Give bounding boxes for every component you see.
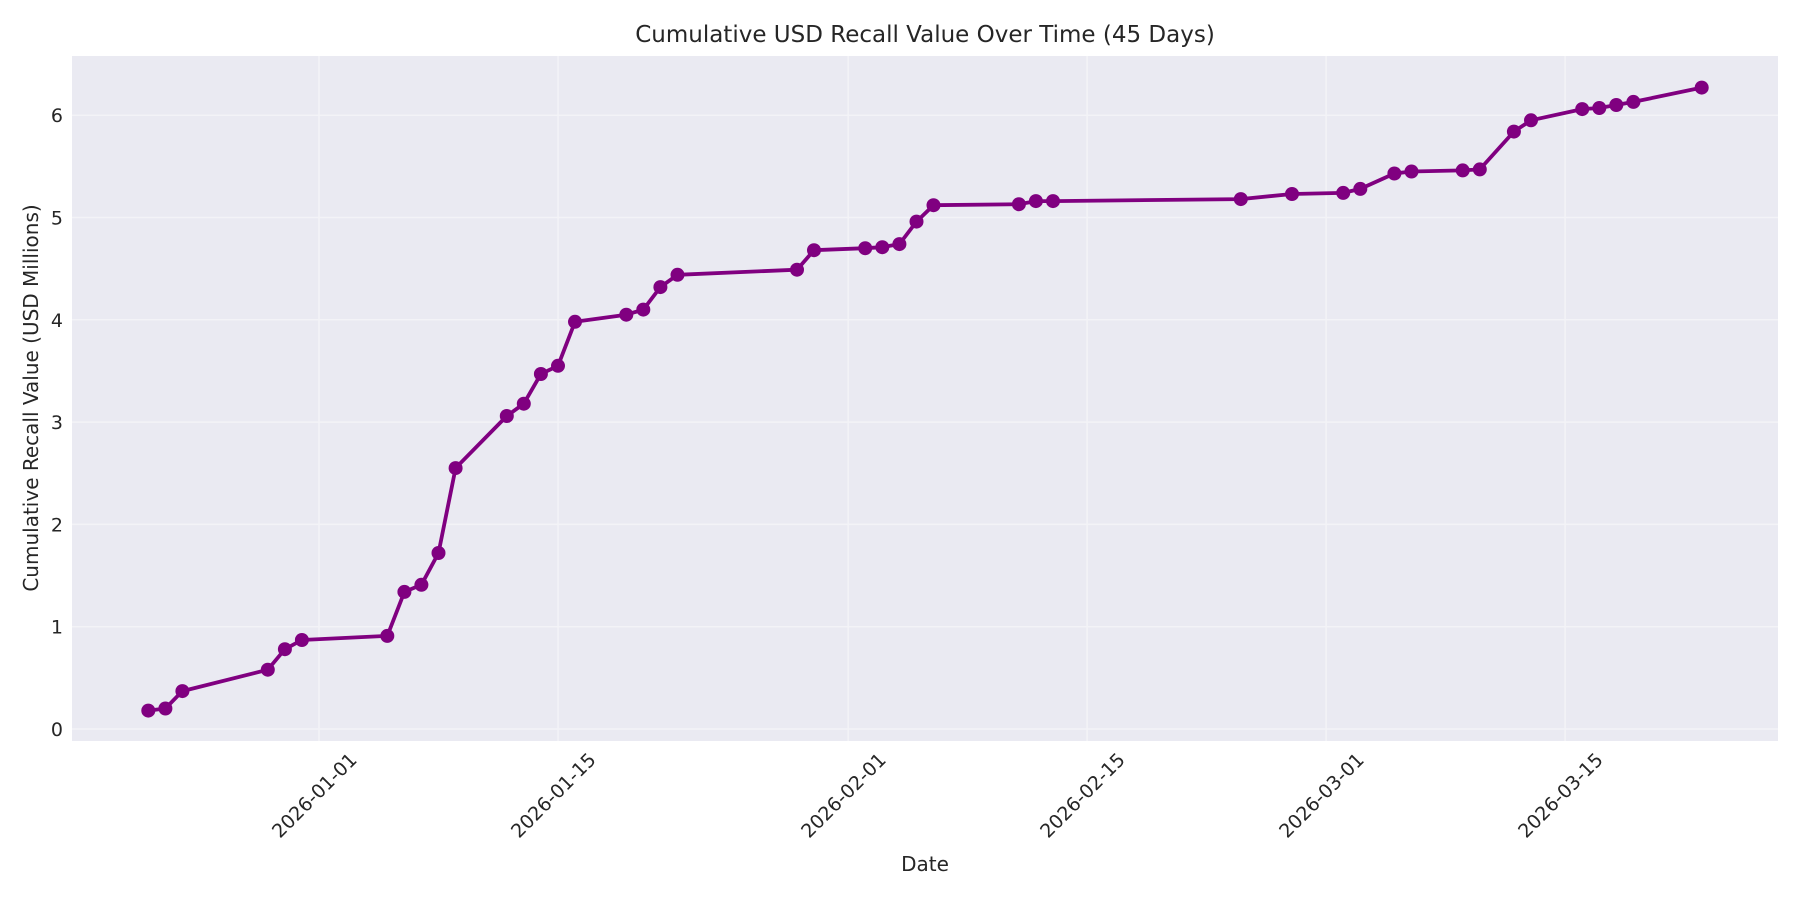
data-point-marker <box>499 409 514 423</box>
data-point-marker <box>1592 101 1607 115</box>
data-point-marker <box>380 628 395 643</box>
data-point-marker <box>636 302 651 317</box>
data-point-marker <box>260 662 275 677</box>
data-point-marker <box>1233 192 1248 207</box>
data-point-marker <box>414 577 429 592</box>
y-tick-label: 6 <box>51 105 63 127</box>
data-point-marker <box>1011 197 1026 212</box>
data-point-marker <box>1404 164 1419 179</box>
x-tick-label: 2026-02-01 <box>797 749 891 843</box>
data-point-marker <box>397 584 412 599</box>
y-tick-label: 2 <box>51 514 63 536</box>
y-tick-label: 5 <box>51 208 63 230</box>
data-point-marker <box>875 240 890 255</box>
y-tick-label: 1 <box>51 617 63 639</box>
x-tick-label: 2026-01-01 <box>268 749 362 843</box>
grid-lines <box>72 56 1778 741</box>
data-point-marker <box>158 701 173 716</box>
data-point-marker <box>1575 102 1590 117</box>
data-point-marker <box>1472 162 1487 177</box>
data-point-marker <box>653 280 668 295</box>
x-tick-label: 2026-01-15 <box>507 749 601 843</box>
x-tick-label: 2026-03-15 <box>1514 749 1608 843</box>
data-point-marker <box>1028 194 1043 209</box>
y-tick-label: 4 <box>51 310 63 332</box>
data-point-marker <box>516 396 531 411</box>
data-point-marker <box>1285 187 1299 201</box>
data-point-marker <box>568 314 582 329</box>
x-axis-ticks: 2026-01-01 2026-01-15 2026-02-01 2026-02-15… <box>268 749 1608 843</box>
data-point-marker <box>1609 98 1624 112</box>
data-point-marker <box>448 461 463 476</box>
data-point-marker <box>670 267 685 282</box>
data-point-marker <box>1694 80 1709 95</box>
data-point-marker <box>926 198 941 213</box>
data-point-marker <box>790 262 804 277</box>
data-point-marker <box>533 367 548 381</box>
data-series <box>141 80 1709 718</box>
data-point-marker <box>277 642 292 657</box>
chart-title: Cumulative USD Recall Value Over Time (4… <box>635 22 1215 48</box>
data-point-marker <box>294 633 309 647</box>
data-point-marker <box>175 684 190 699</box>
x-tick-label: 2026-02-15 <box>1036 749 1130 843</box>
y-axis-label: Cumulative Recall Value (USD Millions) <box>19 204 43 591</box>
data-point-marker <box>909 214 924 229</box>
data-point-marker <box>619 307 634 322</box>
data-point-marker <box>1353 181 1368 196</box>
data-point-marker <box>1387 166 1402 181</box>
data-point-marker <box>1046 194 1060 209</box>
data-point-marker <box>431 546 446 560</box>
x-axis-label: Date <box>901 852 949 876</box>
data-point-marker <box>807 243 821 258</box>
data-point-marker <box>1626 94 1641 109</box>
data-point-marker <box>1455 163 1470 178</box>
data-point-marker <box>1524 113 1538 128</box>
y-tick-label: 3 <box>51 412 63 434</box>
x-tick-label: 2026-03-01 <box>1275 749 1369 843</box>
data-point-marker <box>1336 185 1351 200</box>
y-axis-ticks: 0 1 2 3 4 5 6 <box>51 105 63 741</box>
data-point-marker <box>141 703 156 718</box>
y-tick-label: 0 <box>51 719 63 741</box>
data-point-marker <box>892 237 907 252</box>
data-point-marker <box>1506 124 1521 139</box>
data-point-marker <box>858 241 873 256</box>
data-point-marker <box>551 358 565 373</box>
